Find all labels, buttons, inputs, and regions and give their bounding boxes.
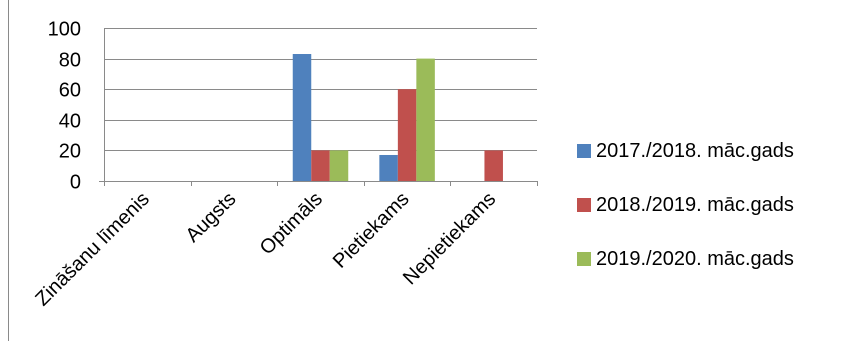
bar-optimals-series-3 — [329, 150, 349, 181]
x-tick-labels: Zināšanu līmenis Augsts Optimāls Pietiekams… — [31, 188, 500, 310]
bar-pietiekams-series-1 — [379, 154, 398, 181]
legend-swatch-series-3 — [577, 252, 591, 266]
legend-label-series-3: 2019./2020. māc.gads — [596, 247, 794, 270]
legend-swatch-series-2 — [577, 198, 591, 212]
y-tick-label-0: 0 — [70, 172, 81, 194]
bars — [292, 54, 503, 182]
bar-nepietiekams-series-2 — [484, 150, 503, 181]
x-tick-label-pietiekams: Pietiekams — [329, 188, 414, 273]
x-tick-label-nepietiekams: Nepietiekams — [399, 188, 500, 289]
y-tick-label-100: 100 — [48, 19, 81, 41]
y-tick-label-40: 40 — [59, 111, 81, 133]
legend-label-series-2: 2018./2019. māc.gads — [596, 193, 794, 216]
axes — [99, 28, 538, 186]
legend-item-series-1: 2017./2018. māc.gads — [577, 124, 794, 178]
bar-pietiekams-series-2 — [397, 89, 417, 181]
y-tick-label-20: 20 — [59, 141, 81, 163]
legend-label-series-1: 2017./2018. māc.gads — [596, 139, 794, 162]
bar-optimals-series-2 — [311, 150, 330, 181]
bar-optimals-series-1 — [292, 54, 312, 182]
x-tick-label-optimals: Optimāls — [256, 188, 327, 259]
legend-item-series-2: 2018./2019. māc.gads — [577, 178, 794, 232]
legend-swatch-series-1 — [577, 144, 591, 158]
y-tick-label-60: 60 — [59, 80, 81, 102]
legend: 2017./2018. māc.gads 2018./2019. māc.gad… — [577, 124, 794, 286]
legend-item-series-3: 2019./2020. māc.gads — [577, 232, 794, 286]
x-tick-label-zinasanu-limenis: Zināšanu līmenis — [31, 188, 153, 310]
y-tick-label-80: 80 — [59, 50, 81, 72]
x-tick-label-augsts: Augsts — [182, 188, 241, 247]
gridlines — [104, 28, 537, 151]
y-tick-labels: 0 20 40 60 80 100 — [48, 19, 81, 194]
bar-pietiekams-series-3 — [416, 58, 435, 181]
